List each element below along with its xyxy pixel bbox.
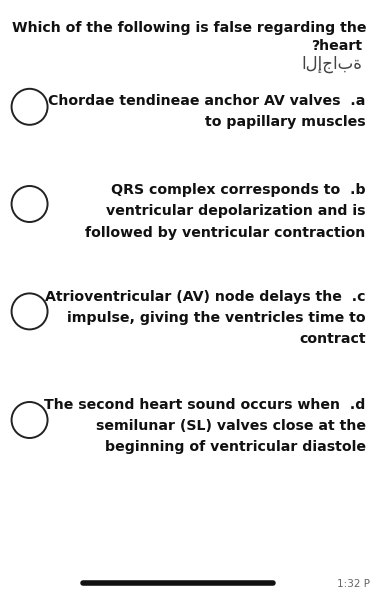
Text: The second heart sound occurs when  .d: The second heart sound occurs when .d: [44, 398, 366, 412]
Text: beginning of ventricular diastole: beginning of ventricular diastole: [105, 440, 366, 454]
Text: QRS complex corresponds to  .b: QRS complex corresponds to .b: [111, 183, 366, 197]
Text: Chordae tendineae anchor AV valves  .a: Chordae tendineae anchor AV valves .a: [49, 94, 366, 108]
Text: to papillary muscles: to papillary muscles: [205, 115, 366, 129]
Text: 1:32 P: 1:32 P: [337, 579, 370, 589]
Text: Atrioventricular (AV) node delays the  .c: Atrioventricular (AV) node delays the .c: [45, 290, 366, 304]
Text: Which of the following is false regarding the: Which of the following is false regardin…: [12, 21, 367, 35]
Text: ?heart: ?heart: [311, 39, 362, 53]
Text: contract: contract: [299, 332, 366, 346]
Text: الإجابة: الإجابة: [301, 55, 362, 73]
Text: ventricular depolarization and is: ventricular depolarization and is: [106, 204, 366, 218]
Text: impulse, giving the ventricles time to: impulse, giving the ventricles time to: [67, 311, 366, 325]
Text: semilunar (SL) valves close at the: semilunar (SL) valves close at the: [96, 419, 366, 433]
Text: followed by ventricular contraction: followed by ventricular contraction: [86, 226, 366, 239]
